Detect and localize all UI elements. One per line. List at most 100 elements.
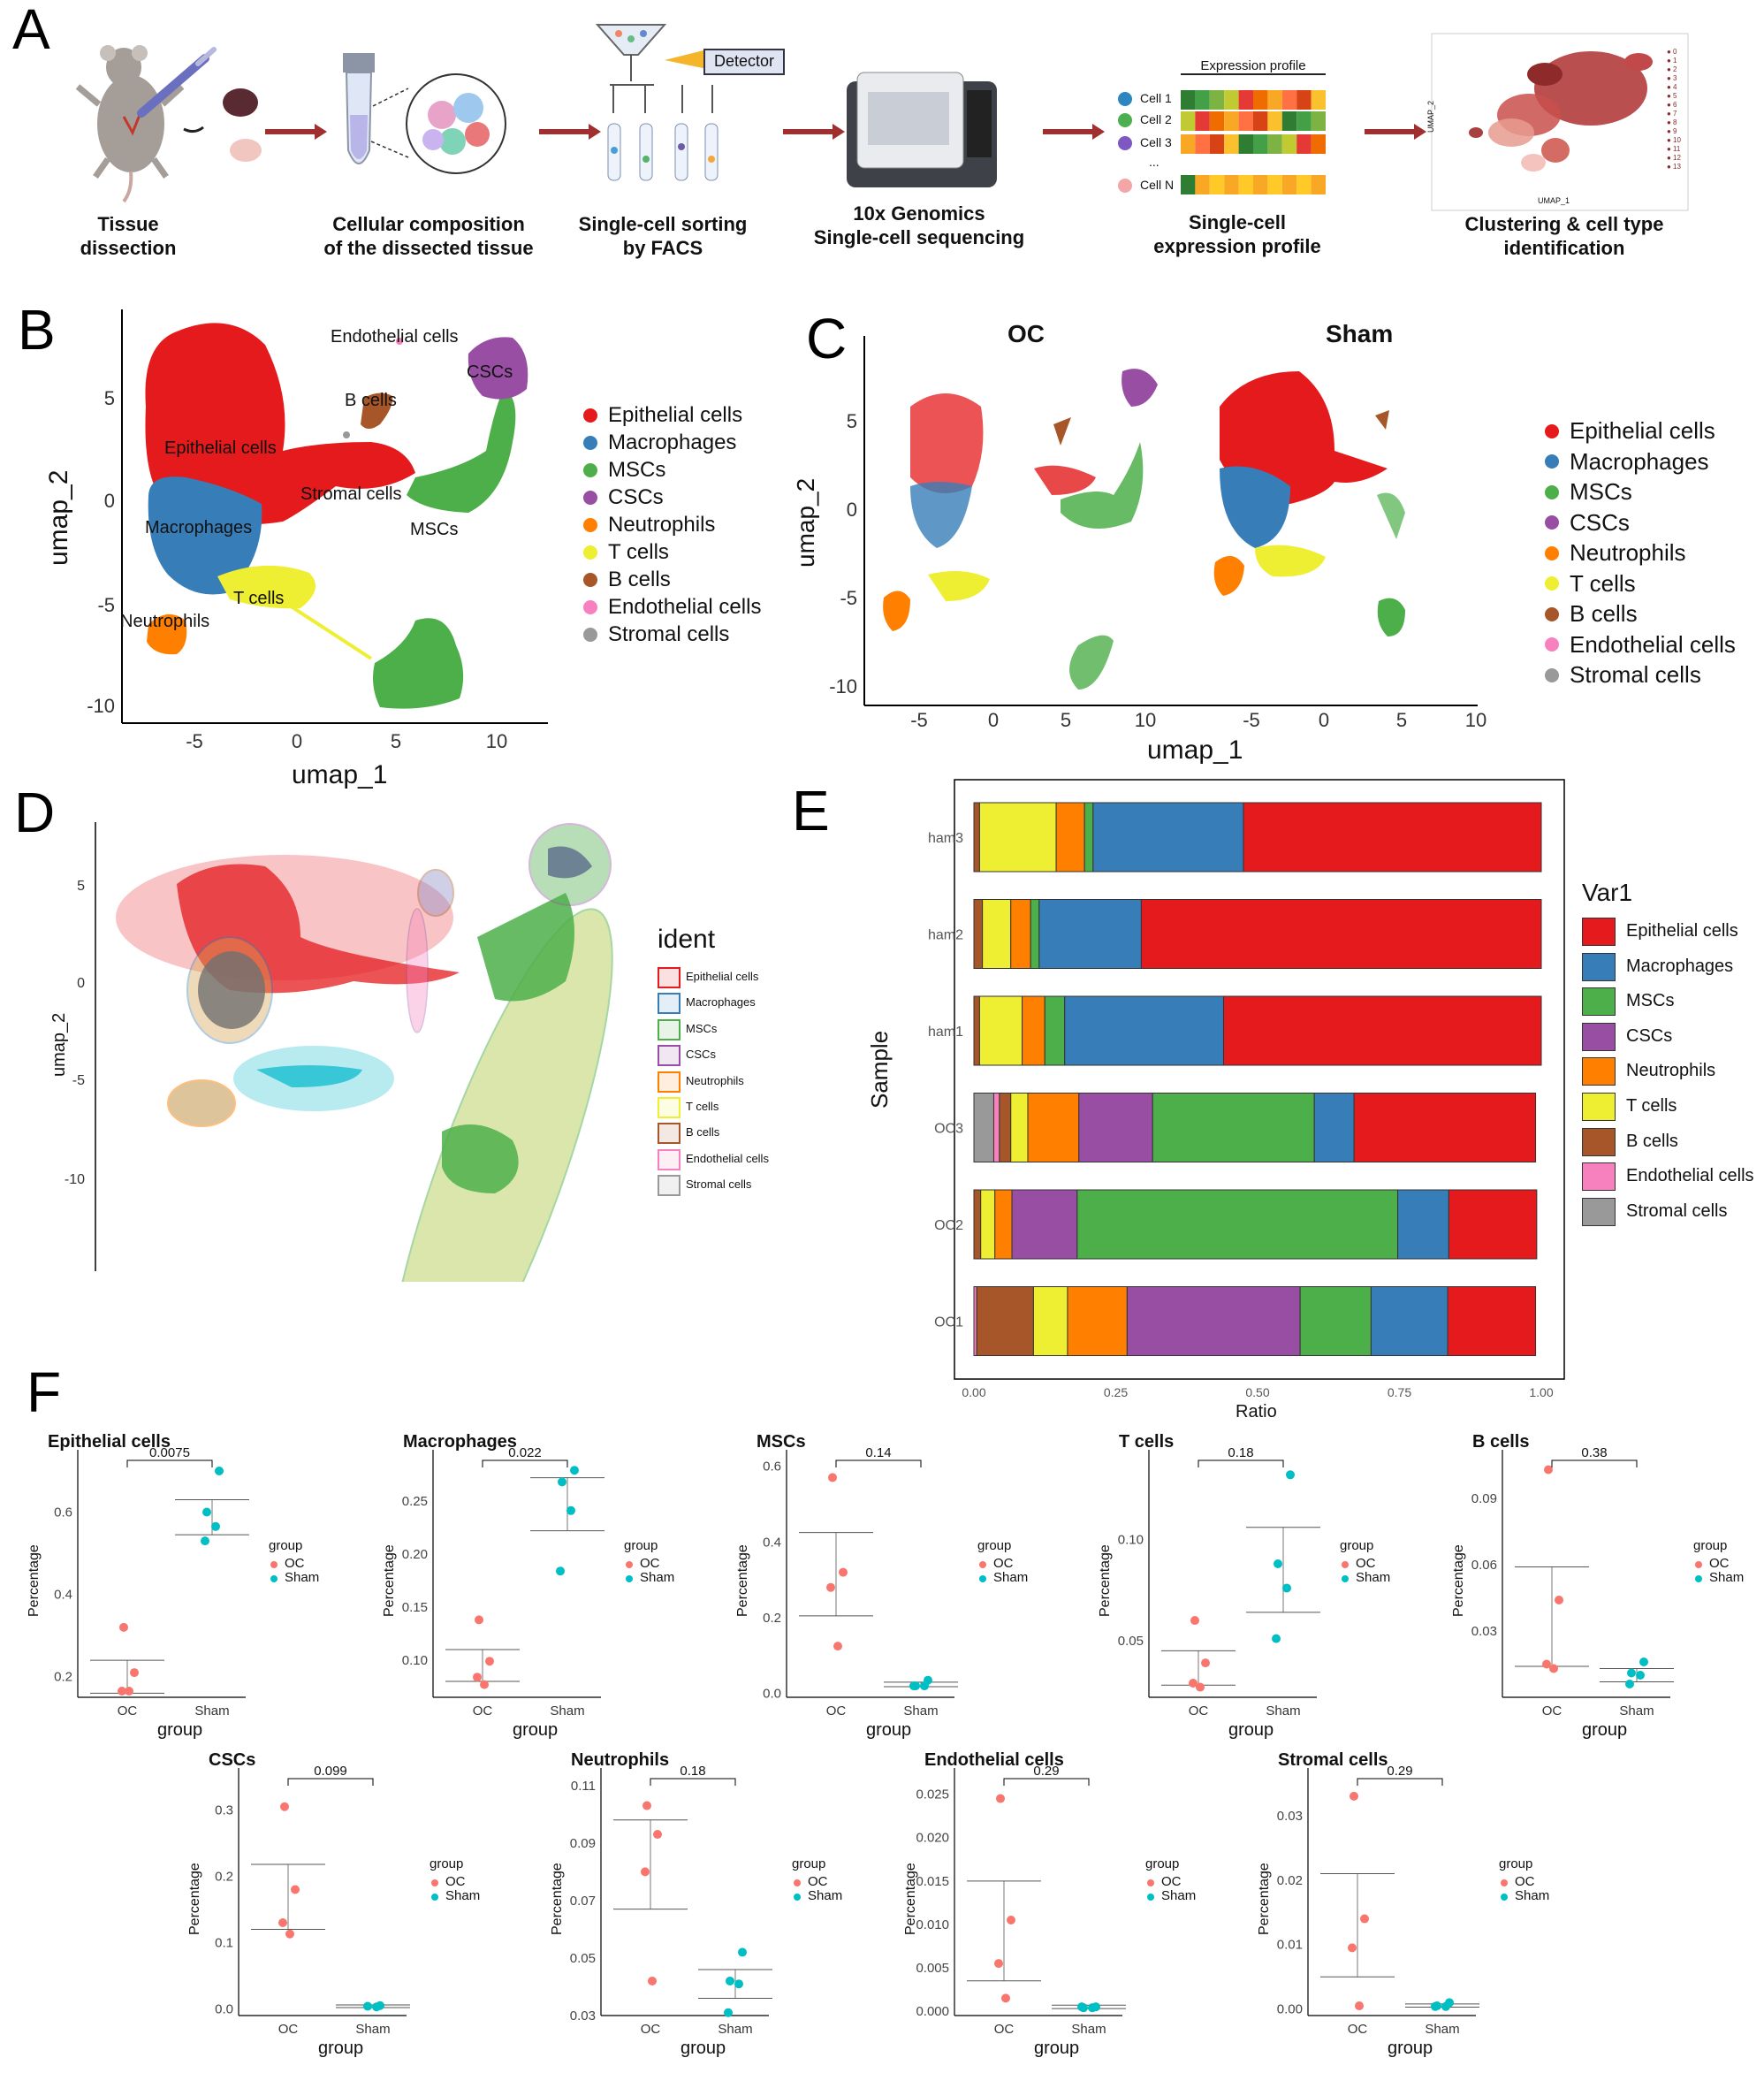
y-tick-label: 0.10 xyxy=(402,1653,428,1668)
y-tick-label: 0.000 xyxy=(916,2004,949,2019)
legend-label: Epithelial cells xyxy=(1570,417,1715,444)
legend-label: OC xyxy=(1709,1556,1730,1571)
legend-dot-icon xyxy=(583,408,597,423)
step-clustering: Clustering & cell type identification xyxy=(1464,213,1664,259)
legend-dot-icon xyxy=(1545,423,1559,438)
data-point-oc xyxy=(291,1885,300,1894)
legend-swatch xyxy=(658,1018,681,1040)
panel-e-legend-label: Epithelial cells xyxy=(1626,921,1738,941)
legend-swatch xyxy=(1582,1162,1616,1192)
panel-d-tick: 5 xyxy=(77,879,85,894)
workflow-arrow-5 xyxy=(1365,124,1426,140)
workflow-arrow-3 xyxy=(783,124,845,140)
panel-b-legend-item: Macrophages xyxy=(583,431,736,455)
bar-segment-macrophages xyxy=(1397,1189,1449,1260)
panel-b-ylabel: umap_2 xyxy=(44,469,73,566)
plot-area: 0.000 0.005 0.010 0.015 0.020 0.025 OC Sham 0.29 xyxy=(916,1764,1126,2037)
cell-ellipsis: ... xyxy=(1149,155,1160,169)
x-axis-label: group xyxy=(1582,1720,1628,1740)
plot-title: B cells xyxy=(1472,1432,1530,1452)
significance-bracket xyxy=(287,1778,374,1786)
legend-label: Macrophages xyxy=(608,431,737,454)
heatmap-cell xyxy=(1267,90,1282,110)
data-point-oc xyxy=(1549,1664,1558,1673)
data-point-oc xyxy=(473,1673,482,1682)
legend-label: Macrophages xyxy=(1570,447,1709,475)
x-tick-label: OC xyxy=(994,2022,1015,2037)
significance-bracket xyxy=(482,1459,568,1467)
bar-segment-t-cells xyxy=(980,1189,996,1260)
heatmap-cell xyxy=(1224,111,1239,131)
panel-d-legend-label: Macrophages xyxy=(686,995,756,1010)
bar-segment-epithelial-cells xyxy=(1222,995,1542,1066)
data-point-oc xyxy=(1007,1916,1015,1924)
umap-cluster-tcells xyxy=(217,565,373,660)
umap-cluster-epithelial xyxy=(145,323,415,525)
panel-e-legend-title: Var1 xyxy=(1582,879,1633,906)
panel-c-legend-item: Neutrophils xyxy=(1545,539,1686,567)
panel-b-umap xyxy=(121,309,548,724)
panel-c-tick: 5 xyxy=(1395,709,1408,731)
data-point-oc xyxy=(996,1794,1005,1803)
data-point-sham xyxy=(1282,1583,1291,1593)
mini-legend-item: ● 11 xyxy=(1667,145,1681,153)
bar-segment-mscs xyxy=(1076,1189,1399,1260)
bar-segment-stromal-cells xyxy=(973,1093,994,1162)
bar-segment-neutrophils xyxy=(1067,1286,1128,1356)
x-tick-label: Sham xyxy=(1425,2022,1459,2037)
y-tick-label: 0.010 xyxy=(916,1917,949,1932)
x-tick-label: OC xyxy=(1189,1703,1209,1719)
bar-segment-mscs xyxy=(1030,899,1040,969)
bar-segment-epithelial-cells xyxy=(1353,1093,1537,1162)
y-tick-label: 0.015 xyxy=(916,1874,949,1889)
detector-label: Detector xyxy=(713,52,775,70)
workflow-arrow-2 xyxy=(539,124,601,140)
data-point-sham xyxy=(1088,2003,1097,2013)
sample-tick-label: Sham3 xyxy=(928,831,963,846)
p-value: 0.099 xyxy=(314,1764,347,1779)
legend-dot-icon xyxy=(1342,1561,1349,1568)
y-tick-label: 0.4 xyxy=(54,1588,72,1603)
cluster-label: Stromal cells xyxy=(300,484,402,504)
legend-label: Sham xyxy=(808,1888,843,1903)
legend-swatch xyxy=(658,967,681,988)
panel-c-title-sham: Sham xyxy=(1326,320,1394,347)
legend-title: group xyxy=(430,1856,464,1871)
heatmap-cell xyxy=(1238,175,1253,194)
panel-c-tick: -10 xyxy=(829,675,857,697)
panel-c-legend-item: MSCs xyxy=(1545,478,1632,506)
bar-segment-b-cells xyxy=(973,995,980,1066)
legend-swatch xyxy=(658,1071,681,1093)
panel-label-a: A xyxy=(12,0,50,61)
significance-bracket xyxy=(650,1778,736,1786)
panel-b-tick: -5 xyxy=(186,730,203,752)
panel-c-tick: 0 xyxy=(1318,709,1330,731)
panel-e-legend-label: CSCs xyxy=(1626,1025,1673,1046)
cluster-label: MSCs xyxy=(410,520,459,539)
panel-d-legend-label: Epithelial cells xyxy=(686,970,759,983)
data-point-sham xyxy=(558,1477,566,1487)
x-tick-label: Sham xyxy=(194,1703,229,1719)
mini-legend-item: ● 8 xyxy=(1667,118,1677,126)
y-axis-label: Percentage xyxy=(27,1544,42,1617)
ratio-tick-label: 0.25 xyxy=(1104,1385,1128,1399)
legend-label: OC xyxy=(285,1556,305,1571)
dot-plot-macrophages: Macrophages 0.10 0.15 0.20 0.25 OC Sham 0.022 gr… xyxy=(380,1432,716,1741)
bar-segment-epithelial-cells xyxy=(1243,802,1542,873)
heatmap-cell xyxy=(1238,111,1253,131)
data-point-sham xyxy=(1274,1559,1282,1568)
heatmap-cell xyxy=(1296,90,1312,110)
plot-area: 0.00 0.01 0.02 0.03 OC Sham 0.29 xyxy=(1277,1764,1479,2037)
y-axis-label: Percentage xyxy=(735,1544,750,1617)
legend-swatch xyxy=(658,1097,681,1118)
panel-b-legend-item: T cells xyxy=(583,540,669,565)
x-tick-label: Sham xyxy=(355,2022,390,2037)
plot-title: MSCs xyxy=(757,1432,806,1452)
ratio-tick-label: 0.50 xyxy=(1245,1385,1269,1399)
p-value: 0.0075 xyxy=(149,1445,190,1460)
legend-dot-icon xyxy=(979,1561,986,1568)
legend-dot-icon xyxy=(1695,1575,1702,1582)
bar-segment-neutrophils xyxy=(1010,899,1031,969)
mini-legend-item: ● 6 xyxy=(1667,101,1677,109)
data-point-oc xyxy=(1555,1596,1563,1604)
